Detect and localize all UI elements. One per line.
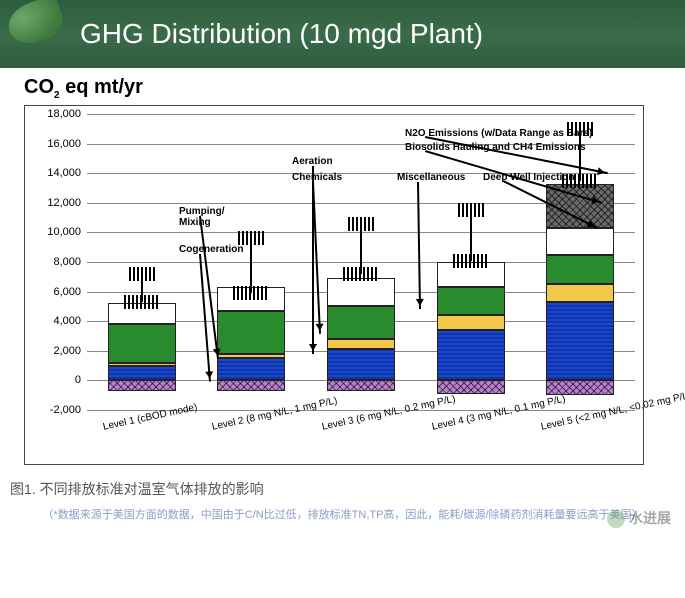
y-tick-label: 4,000 [53, 315, 81, 327]
bar-segment-pumping-mixing [546, 302, 614, 380]
y-tick-label: -2,000 [50, 404, 81, 416]
y-tick-label: 6,000 [53, 286, 81, 298]
y-tick-label: 0 [75, 374, 81, 386]
watermark-icon [607, 510, 625, 528]
error-bar [360, 224, 362, 274]
bar-segment-cogeneration [108, 380, 176, 390]
y-tick-label: 8,000 [53, 256, 81, 268]
bar-segment-aeration [327, 339, 395, 349]
error-bar [250, 238, 252, 293]
annotation-label: Pumping/Mixing [179, 206, 225, 228]
y-tick-label: 18,000 [47, 108, 81, 120]
bar-group [217, 114, 285, 410]
annotation-arrow [417, 182, 420, 309]
bar-segment-chemicals [546, 255, 614, 285]
figure-footnote: （*数据来源于美国方面的数据，中国由于C/N比过低，排放标准TN,TP高，因此，… [0, 503, 685, 534]
error-cap [129, 267, 155, 281]
y-tick-label: 12,000 [47, 197, 81, 209]
bar-segment-chemicals [327, 306, 395, 339]
bar-segment-cogeneration [327, 380, 395, 390]
bar-segment-pumping-mixing [108, 366, 176, 381]
y-tick-label: 2,000 [53, 345, 81, 357]
bar-group [546, 114, 614, 410]
plot-area: -2,00002,0004,0006,0008,00010,00012,0001… [87, 114, 635, 410]
bar-segment-aeration [108, 363, 176, 366]
error-cap [348, 217, 374, 231]
watermark: 水进展 [607, 508, 671, 528]
y-axis-unit: CO2 eq mt/yr [0, 68, 685, 105]
leaf-decoration [3, 0, 68, 50]
bar-segment-cogeneration [217, 380, 285, 390]
bar-segment-pumping-mixing [437, 330, 505, 380]
bar-segment-aeration [217, 354, 285, 358]
slide-header: GHG Distribution (10 mgd Plant) [0, 0, 685, 68]
annotation-label: Miscellaneous [397, 172, 465, 183]
bar-group [108, 114, 176, 410]
bar-segment-pumping-mixing [327, 349, 395, 380]
bar-segment-cogeneration [437, 380, 505, 393]
bar-segment-chemicals [437, 287, 505, 315]
error-cap [458, 203, 484, 217]
annotation-label: Cogeneration [179, 244, 243, 255]
bar-segment-aeration [546, 284, 614, 302]
ghg-chart: -2,000 0 2,000 4,000 6,000 8,000 10,000 12,000 1… [24, 105, 644, 465]
annotation-arrow [199, 254, 210, 382]
y-tick-label: 14,000 [47, 167, 81, 179]
slide-title: GHG Distribution (10 mgd Plant) [80, 18, 685, 50]
annotation-label: Chemicals [292, 172, 342, 183]
error-bar [470, 210, 472, 260]
bar-segment-miscellaneous [546, 228, 614, 255]
bar-segment-miscellaneous [327, 278, 395, 306]
bar-segment-cogeneration [546, 380, 614, 395]
bar-segment-chemicals [108, 324, 176, 362]
y-tick-label: 10,000 [47, 226, 81, 238]
bar-segment-chemicals [217, 311, 285, 354]
figure-caption: 图1. 不同排放标准对温室气体排放的影响 [0, 465, 685, 503]
bar-segment-pumping-mixing [217, 358, 285, 380]
bar-group [327, 114, 395, 410]
y-tick-label: 16,000 [47, 138, 81, 150]
bar-segment-aeration [437, 315, 505, 330]
